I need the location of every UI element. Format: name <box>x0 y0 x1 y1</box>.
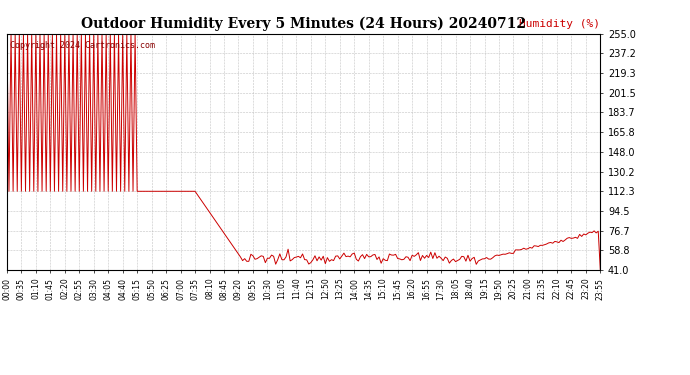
Text: Copyright 2024 Cartronics.com: Copyright 2024 Cartronics.com <box>10 41 155 50</box>
Text: Humidity (%): Humidity (%) <box>520 19 600 29</box>
Title: Outdoor Humidity Every 5 Minutes (24 Hours) 20240712: Outdoor Humidity Every 5 Minutes (24 Hou… <box>81 17 526 31</box>
